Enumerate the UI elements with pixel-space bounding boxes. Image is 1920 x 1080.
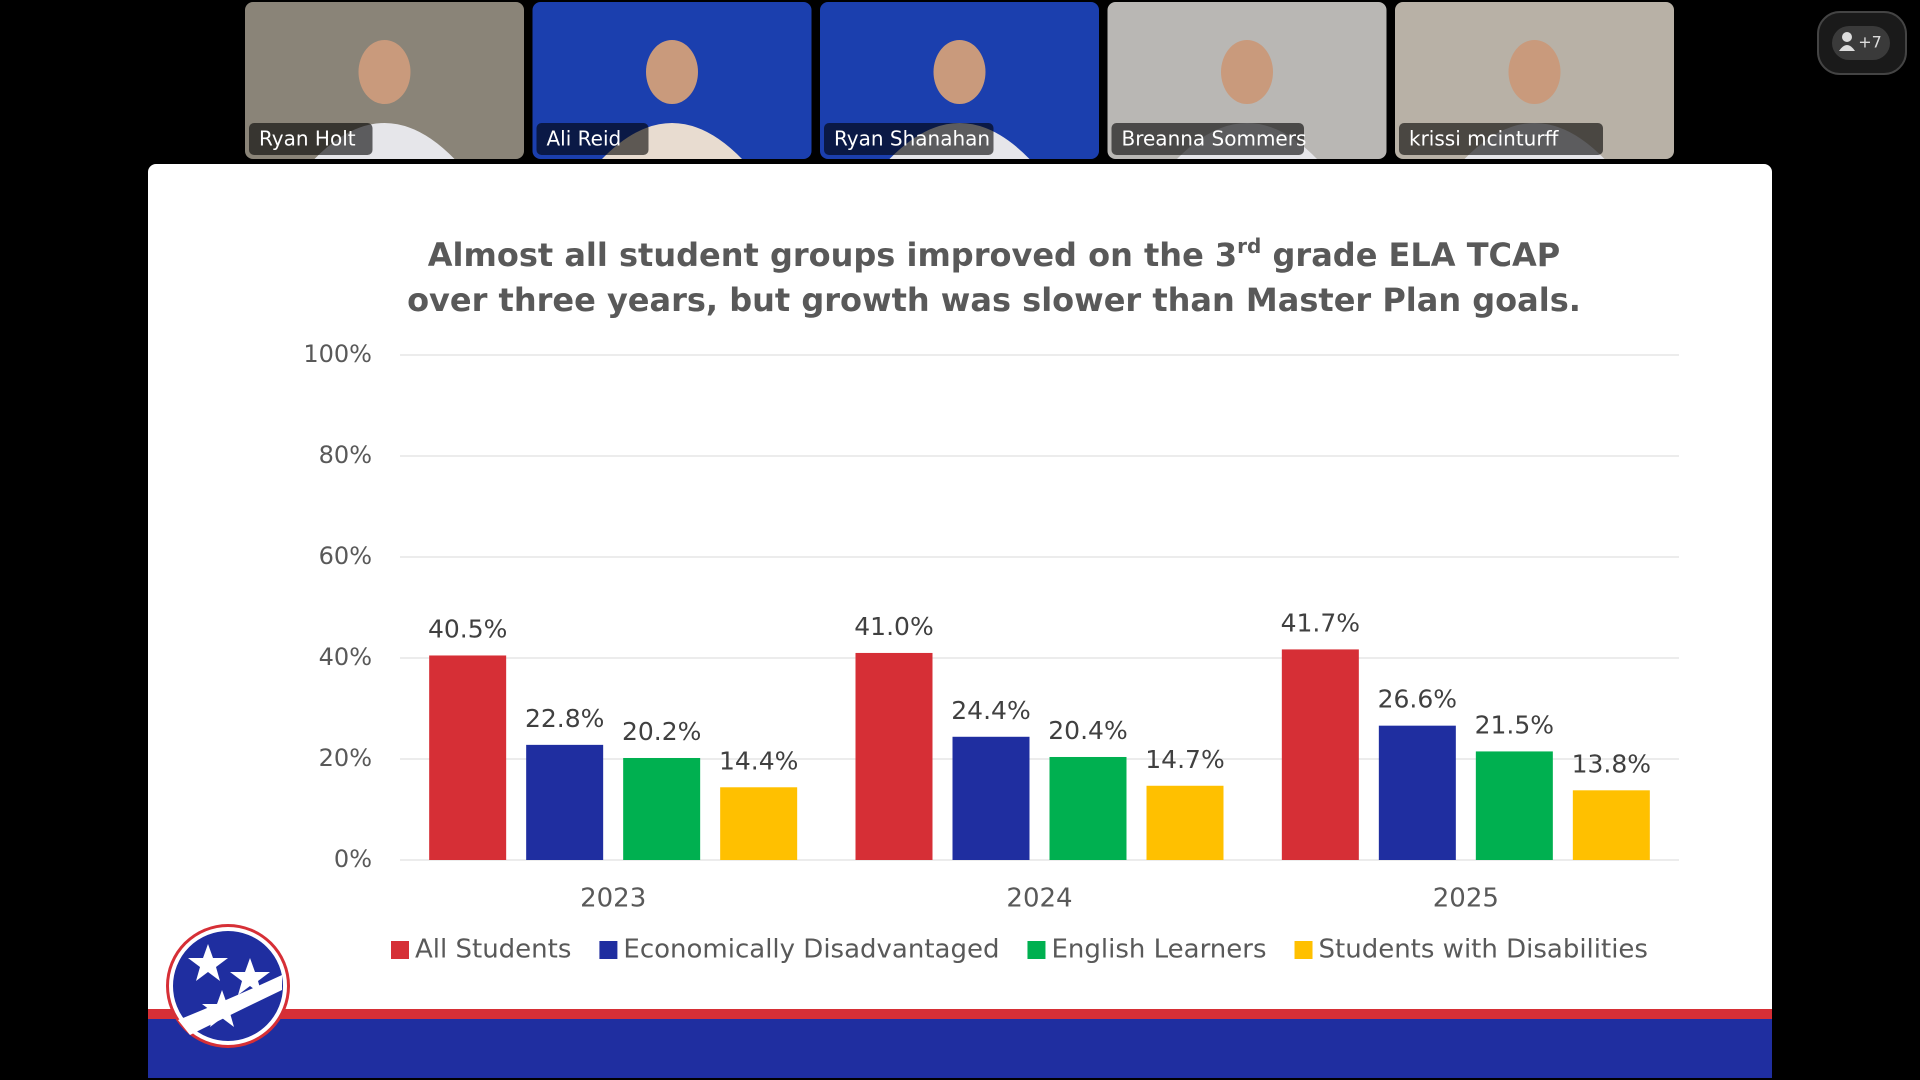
- video-tile[interactable]: krissi mcinturff: [1395, 2, 1674, 159]
- bar: [1281, 649, 1359, 860]
- legend-label: All Students: [415, 935, 571, 965]
- data-label: 22.8%: [525, 704, 604, 733]
- slide-stripe: [148, 1009, 1772, 1019]
- bar: [1049, 756, 1127, 860]
- logo-star: [202, 990, 242, 1027]
- participant-head: [358, 40, 411, 104]
- chart-title: over three years, but growth was slower …: [407, 281, 1581, 319]
- data-label: 40.5%: [428, 614, 507, 643]
- y-tick-label: 0%: [334, 845, 372, 873]
- bar: [1378, 725, 1456, 860]
- person-icon: [1842, 32, 1852, 42]
- chart-title: Almost all student groups improved on th…: [428, 234, 1560, 275]
- y-tick-label: 80%: [319, 441, 372, 469]
- data-label: 20.4%: [1048, 716, 1127, 745]
- data-label: 24.4%: [951, 696, 1030, 725]
- name-label-bg: [824, 123, 994, 155]
- y-tick-label: 20%: [319, 744, 372, 772]
- participant-name: krissi mcinturff: [1409, 127, 1560, 151]
- legend-label: Economically Disadvantaged: [623, 935, 999, 965]
- legend-swatch: [1294, 941, 1313, 959]
- participant-count: +7: [1858, 33, 1882, 52]
- bar: [855, 652, 933, 860]
- participant-name: Ali Reid: [547, 127, 622, 151]
- y-tick-label: 100%: [303, 340, 372, 368]
- y-tick-label: 40%: [319, 643, 372, 671]
- person-icon: [1839, 45, 1855, 51]
- x-tick-label: 2023: [580, 884, 646, 914]
- title-text: Almost all student groups improved on th…: [428, 236, 1237, 274]
- participants-button[interactable]: +7: [1817, 11, 1907, 75]
- video-tile[interactable]: Breanna Sommers: [1107, 2, 1387, 159]
- participant-name: Ryan Shanahan: [834, 127, 990, 151]
- title-superscript: rd: [1237, 234, 1261, 258]
- bar: [1146, 785, 1224, 860]
- x-tick-label: 2024: [1006, 884, 1072, 914]
- bar: [1572, 790, 1650, 860]
- x-tick-label: 2025: [1433, 884, 1499, 914]
- legend-swatch: [391, 941, 409, 959]
- participant-head: [933, 40, 986, 104]
- data-label: 21.5%: [1475, 710, 1554, 739]
- participant-head: [1508, 40, 1561, 104]
- bar: [1475, 751, 1553, 860]
- legend-swatch: [599, 941, 618, 959]
- data-label: 13.8%: [1572, 749, 1651, 778]
- logo-star: [230, 958, 270, 995]
- video-strip: Ryan Holt Ali Reid Ryan Shanahan Breanna So…: [245, 2, 1674, 159]
- bar: [952, 736, 1030, 860]
- data-label: 14.4%: [719, 746, 798, 775]
- data-label: 26.6%: [1378, 685, 1457, 714]
- legend-swatch: [1027, 941, 1046, 959]
- chart: 0% 20% 40% 60% 80% 100% 2023 40.5% 22.8% 20.2% 14.…: [303, 340, 1679, 965]
- legend-label: Students with Disabilities: [1319, 935, 1648, 965]
- name-label-bg: [536, 123, 649, 155]
- bar: [429, 655, 507, 860]
- legend-label: English Learners: [1051, 935, 1266, 965]
- y-tick-label: 60%: [319, 542, 372, 570]
- data-label: 41.7%: [1281, 608, 1360, 637]
- data-label: 41.0%: [854, 612, 933, 641]
- participant-name: Ryan Holt: [259, 127, 356, 151]
- logo: [166, 924, 290, 1048]
- participant-head: [1221, 40, 1273, 104]
- bar: [526, 744, 604, 860]
- video-tile[interactable]: Ali Reid: [532, 2, 812, 159]
- participant-head: [646, 40, 698, 104]
- data-label: 14.7%: [1145, 745, 1224, 774]
- name-label-bg: [249, 123, 373, 155]
- name-label-bg: [1111, 123, 1304, 155]
- slide-band: [148, 1019, 1772, 1078]
- bar: [623, 757, 701, 860]
- name-label-bg: [1399, 123, 1603, 155]
- participant-name: Breanna Sommers: [1122, 127, 1307, 151]
- title-text: grade ELA TCAP: [1261, 236, 1560, 274]
- video-tile[interactable]: Ryan Holt: [245, 2, 524, 159]
- video-tile[interactable]: Ryan Shanahan: [820, 2, 1099, 159]
- data-label: 20.2%: [622, 717, 701, 746]
- logo-star: [188, 944, 228, 981]
- bar: [720, 787, 798, 860]
